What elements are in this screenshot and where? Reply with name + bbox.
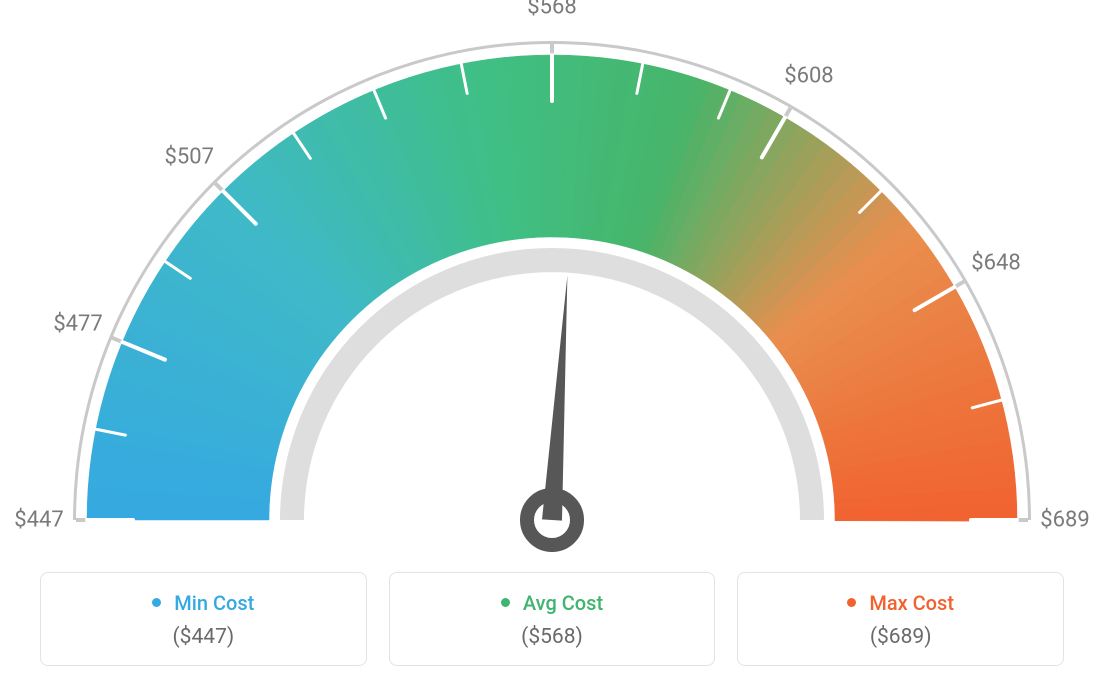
legend-value-min: ($447) bbox=[51, 625, 356, 649]
gauge-tick-label: $447 bbox=[14, 508, 63, 533]
gauge-area bbox=[0, 0, 1104, 560]
legend-row: Min Cost ($447) Avg Cost ($568) Max Cost… bbox=[40, 572, 1064, 666]
legend-card-min: Min Cost ($447) bbox=[40, 572, 367, 666]
legend-label-max: Max Cost bbox=[748, 591, 1053, 615]
dot-icon bbox=[152, 598, 161, 607]
legend-card-max: Max Cost ($689) bbox=[737, 572, 1064, 666]
legend-label-text: Min Cost bbox=[174, 591, 254, 615]
legend-value-max: ($689) bbox=[748, 625, 1053, 649]
gauge-tick-label: $608 bbox=[784, 63, 833, 88]
cost-gauge-widget: $447 $477 $507 $568 $608 $648 $689 Min Cost ($… bbox=[0, 0, 1104, 690]
dot-icon bbox=[847, 598, 856, 607]
legend-value-avg: ($568) bbox=[400, 625, 705, 649]
legend-card-avg: Avg Cost ($568) bbox=[389, 572, 716, 666]
dot-icon bbox=[501, 598, 510, 607]
legend-label-text: Max Cost bbox=[869, 591, 954, 615]
legend-label-text: Avg Cost bbox=[523, 591, 603, 615]
gauge-tick-label: $507 bbox=[165, 145, 214, 170]
legend-label-min: Min Cost bbox=[51, 591, 356, 615]
gauge-tick-label: $648 bbox=[971, 251, 1020, 276]
gauge-tick-label: $568 bbox=[527, 0, 576, 20]
gauge-tick-label: $477 bbox=[53, 311, 102, 336]
gauge-tick-label: $689 bbox=[1040, 508, 1089, 533]
legend-label-avg: Avg Cost bbox=[400, 591, 705, 615]
gauge-svg bbox=[0, 0, 1104, 560]
